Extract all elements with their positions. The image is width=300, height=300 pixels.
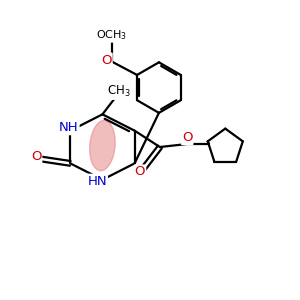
Text: OCH$_3$: OCH$_3$ — [96, 28, 128, 42]
Text: HN: HN — [87, 175, 107, 188]
Text: CH$_3$: CH$_3$ — [107, 84, 130, 99]
Text: O: O — [182, 131, 193, 144]
Text: O: O — [101, 54, 112, 67]
Text: O: O — [31, 150, 41, 163]
Text: O: O — [135, 166, 145, 178]
Ellipse shape — [90, 120, 115, 171]
Text: NH: NH — [59, 121, 79, 134]
